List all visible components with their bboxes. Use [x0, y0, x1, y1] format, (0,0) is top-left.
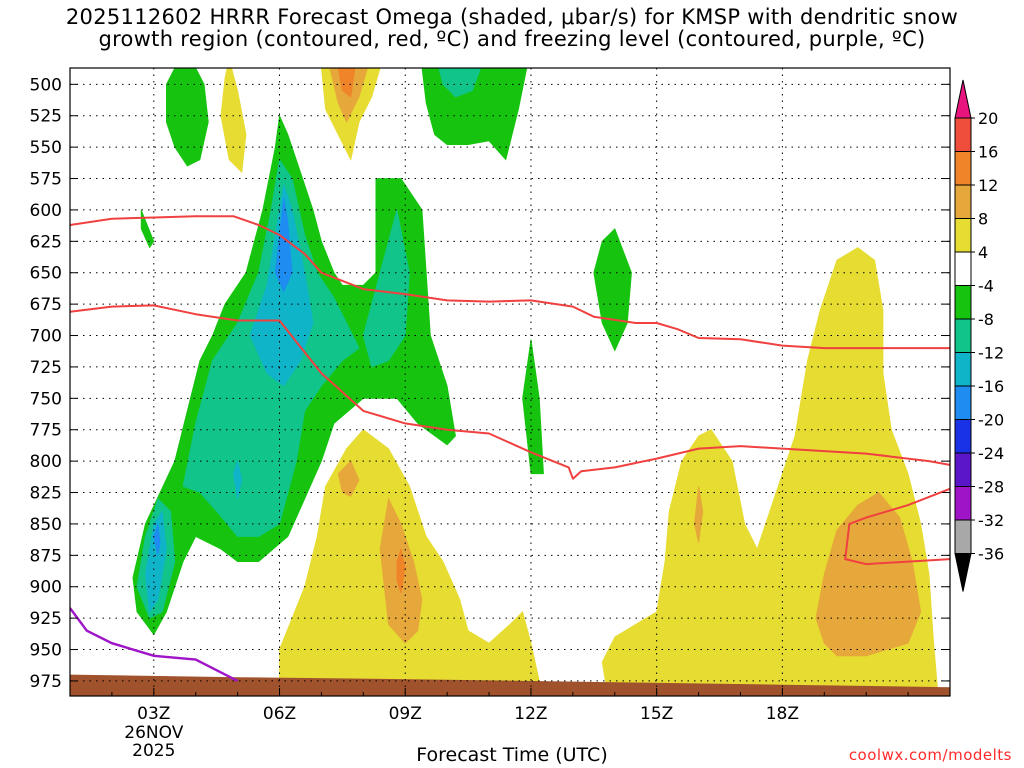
- colorbar-arrow-top: [954, 79, 972, 119]
- colorbar-bin-9: [954, 385, 972, 420]
- colorbar-bin-8: [954, 352, 972, 387]
- x-tick-label-06Z: 06Z: [263, 704, 296, 724]
- y-tick-label-850: 850: [30, 515, 62, 535]
- colorbar-label-12: -32: [978, 511, 1004, 530]
- omega-region-14: [153, 523, 161, 556]
- colorbar-label-2: 12: [978, 176, 998, 195]
- colorbar-label-3: 8: [978, 210, 988, 229]
- colorbar-label-10: -24: [978, 444, 1004, 463]
- colorbar-bin-5: [954, 251, 972, 286]
- colorbar-bin-12: [954, 486, 972, 521]
- colorbar-label-9: -20: [978, 411, 1004, 430]
- x-tick-label-18Z: 18Z: [766, 704, 799, 724]
- terrain: [70, 674, 950, 696]
- omega-region-21: [693, 486, 704, 543]
- y-tick-label-675: 675: [30, 295, 62, 315]
- x-tick-label-03Z: 03Z: [137, 704, 170, 724]
- omega-region-24: [337, 68, 356, 98]
- colorbar-label-6: -8: [978, 310, 994, 329]
- plot-frame: [69, 67, 951, 697]
- omega-region-3: [421, 68, 528, 161]
- y-tick-label-775: 775: [30, 421, 62, 441]
- omega-region-19: [337, 460, 360, 497]
- x-tick-label-15Z: 15Z: [640, 704, 673, 724]
- y-tick-label-550: 550: [30, 138, 62, 158]
- omega-region-16: [220, 68, 247, 174]
- terrain-fill: [70, 674, 950, 696]
- y-tick-label-500: 500: [30, 75, 62, 95]
- y-tick-label-525: 525: [30, 107, 62, 127]
- colorbar-label-8: -16: [978, 377, 1004, 396]
- omega-region-9: [438, 68, 482, 98]
- y-tick-label-925: 925: [30, 609, 62, 629]
- colorbar-bin-4: [954, 218, 972, 253]
- y-tick-label-650: 650: [30, 264, 62, 284]
- omega-region-1: [140, 209, 155, 249]
- colorbar-bin-10: [954, 419, 972, 454]
- colorbar-bin-7: [954, 318, 972, 353]
- x-axis-label: Forecast Time (UTC): [416, 744, 608, 766]
- y-tick-label-725: 725: [30, 358, 62, 378]
- chart-title-line1: 2025112602 HRRR Forecast Omega (shaded, …: [65, 5, 959, 29]
- dgz-contour-1: [70, 304, 950, 480]
- y-tick-label-575: 575: [30, 170, 62, 190]
- y-tick-label-950: 950: [30, 641, 62, 661]
- colorbar-label-5: -4: [978, 277, 994, 296]
- colorbar-label-7: -12: [978, 344, 1004, 363]
- colorbar-bin-1: [954, 117, 972, 152]
- credit-text: coolwx.com/modelts: [848, 746, 1012, 764]
- x-tick-date: 26NOV: [124, 723, 183, 743]
- chart-title-line2: growth region (contoured, red, ºC) and f…: [98, 27, 926, 51]
- omega-region-2: [165, 68, 209, 167]
- colorbar-arrow-bottom: [954, 553, 972, 592]
- y-tick-label-900: 900: [30, 578, 62, 598]
- colorbar: 20 16 12 8 4 -4 -8 -12 -16 -20 -24 -28 -32 -36: [954, 79, 1004, 592]
- y-tick-label-975: 975: [30, 672, 62, 692]
- colorbar-label-11: -28: [978, 478, 1004, 497]
- y-axis: 500 525 550 575 600 625 650 675 700 725 750 775 800 8…: [30, 75, 950, 692]
- x-tick-year: 2025: [132, 741, 175, 761]
- colorbar-bin-6: [954, 285, 972, 320]
- x-tick-label-09Z: 09Z: [389, 704, 422, 724]
- contours: [70, 215, 950, 682]
- x-tick-label-12Z: 12Z: [514, 704, 547, 724]
- colorbar-label-0: 20: [978, 109, 998, 128]
- omega-region-25: [396, 547, 406, 594]
- y-tick-label-625: 625: [30, 232, 62, 252]
- omega-shading: [132, 68, 938, 691]
- omega-region-8: [362, 209, 410, 368]
- colorbar-bin-13: [954, 519, 972, 554]
- colorbar-bin-2: [954, 151, 972, 186]
- y-tick-label-800: 800: [30, 452, 62, 472]
- y-tick-label-600: 600: [30, 201, 62, 221]
- colorbar-bin-3: [954, 184, 972, 219]
- dgz-contour-2: [844, 487, 950, 566]
- chart-title: 2025112602 HRRR Forecast Omega (shaded, …: [0, 6, 1024, 50]
- colorbar-label-13: -36: [978, 545, 1004, 564]
- colorbar-label-4: 4: [978, 243, 988, 262]
- y-tick-label-875: 875: [30, 546, 62, 566]
- y-tick-label-700: 700: [30, 327, 62, 347]
- y-tick-label-750: 750: [30, 389, 62, 409]
- omega-region-5: [522, 339, 544, 475]
- grid: [70, 68, 950, 696]
- colorbar-label-1: 16: [978, 143, 998, 162]
- omega-region-12: [232, 459, 243, 499]
- freezing-level-contour: [70, 607, 239, 682]
- colorbar-bin-11: [954, 452, 972, 487]
- y-tick-label-825: 825: [30, 484, 62, 504]
- dgz-contour-0: [70, 215, 950, 350]
